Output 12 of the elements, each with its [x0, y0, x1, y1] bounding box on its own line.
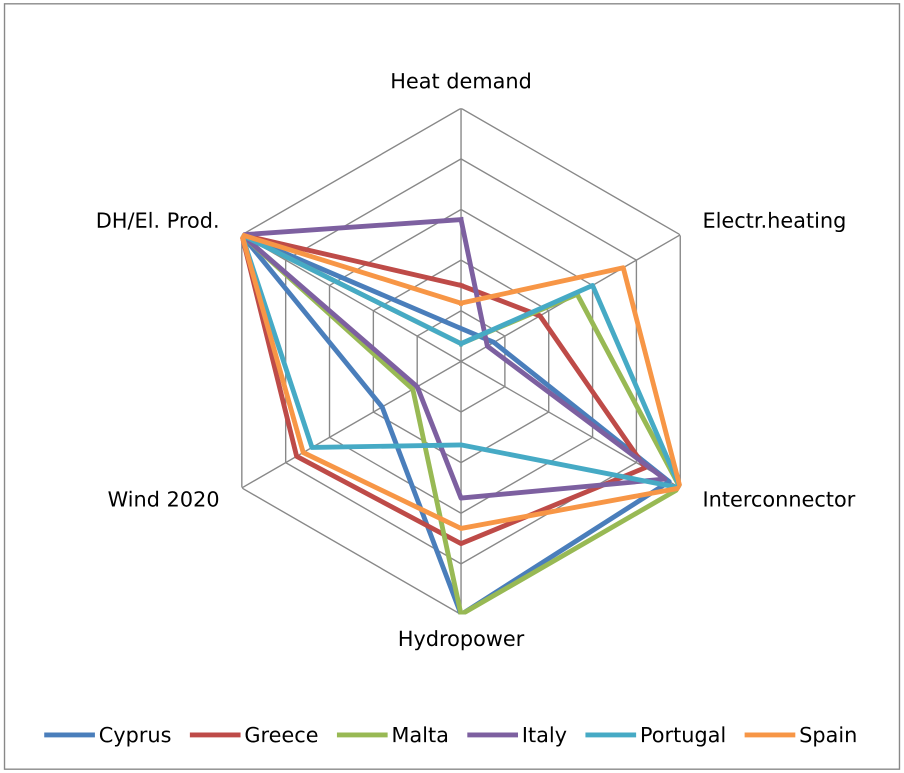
legend-label: Cyprus — [100, 726, 170, 747]
spoke-label: Electr.heating — [704, 212, 844, 232]
spoke-label: Interconnector — [704, 491, 856, 507]
legend-label: Spain — [800, 726, 856, 747]
legend-label: Italy — [524, 726, 566, 747]
spoke-label: Wind 2020 — [108, 490, 218, 507]
legend-label: Greece — [246, 726, 318, 742]
legend-label: Malta — [393, 726, 448, 742]
spoke-label: DH/El. Prod. — [98, 212, 218, 230]
spoke-label: Heat demand — [392, 72, 530, 89]
legend-label: Portugal — [642, 726, 724, 747]
spoke-label: Hydropower — [400, 630, 524, 650]
